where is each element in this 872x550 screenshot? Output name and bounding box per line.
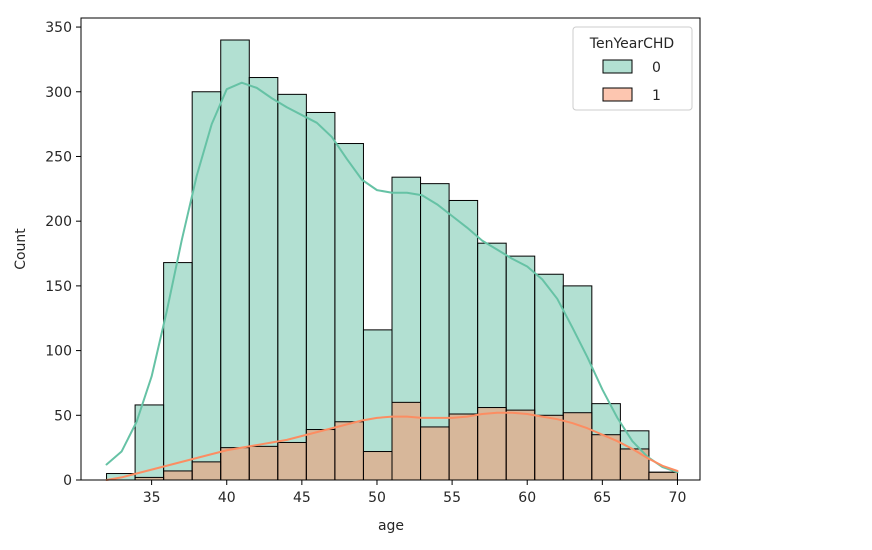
x-tick-label-45: 45 [293, 490, 311, 506]
bar-series-1-bin-11 [420, 426, 450, 481]
x-tick-label-55: 55 [443, 490, 461, 506]
bar-series-1-bin-9 [362, 451, 393, 481]
bar-series-0-bin-7 [305, 111, 336, 481]
y-tick-label-200: 200 [45, 214, 72, 230]
bar-series-1-bin-8 [334, 421, 364, 481]
y-tick-label-100: 100 [45, 344, 72, 360]
x-tick-label-40: 40 [218, 490, 236, 506]
bar-series-0-bin-4 [220, 39, 250, 481]
bar-series-1-bin-2 [163, 470, 193, 481]
bar-series-1-bin-10 [391, 401, 422, 481]
bar-series-1-bin-4 [220, 447, 250, 481]
y-tick-label-350: 350 [45, 20, 72, 36]
x-tick-label-65: 65 [593, 490, 611, 506]
series-1-bars [134, 401, 678, 481]
y-tick-label-150: 150 [45, 279, 72, 295]
bar-series-0-bin-3 [191, 91, 222, 481]
y-tick-label-50: 50 [54, 408, 72, 424]
legend: TenYearCHD 0 1 [572, 26, 693, 111]
bar-series-1-bin-12 [448, 413, 479, 481]
kde-curves [105, 81, 679, 481]
x-tick-label-50: 50 [368, 490, 386, 506]
x-tick-label-35: 35 [143, 490, 161, 506]
bar-series-0-bin-2 [163, 262, 193, 481]
x-tick-label-60: 60 [518, 490, 536, 506]
legend-title: TenYearCHD [589, 36, 674, 52]
bar-series-1-bin-5 [248, 445, 279, 481]
plot-frame [80, 17, 701, 481]
legend-label-0: 0 [652, 60, 661, 76]
y-tick-label-300: 300 [45, 85, 72, 101]
bar-series-1-bin-3 [191, 461, 222, 481]
legend-swatch-1 [602, 87, 633, 102]
x-axis-ticks: 35 40 45 50 55 60 65 70 [143, 480, 687, 506]
y-axis-ticks: 0 50 100 150 200 250 300 350 [45, 20, 81, 489]
bar-series-1-bin-19 [648, 471, 678, 481]
y-axis-label: Count [13, 228, 29, 270]
legend-swatch-0 [602, 59, 633, 74]
x-axis-label: age [378, 518, 404, 534]
bar-series-1-bin-6 [277, 441, 307, 481]
x-tick-label-70: 70 [669, 490, 687, 506]
kde-line-series-1 [105, 411, 679, 481]
legend-label-1: 1 [652, 88, 661, 104]
bar-series-0-bin-5 [248, 77, 279, 481]
bar-series-1-bin-15 [534, 414, 564, 481]
y-tick-label-0: 0 [63, 473, 72, 489]
bar-series-0-bin-6 [277, 93, 307, 481]
bar-series-1-bin-7 [305, 429, 336, 481]
y-tick-label-250: 250 [45, 149, 72, 165]
bar-series-1-bin-14 [505, 409, 536, 481]
bar-series-1-bin-13 [477, 407, 507, 481]
kde-line-series-0 [105, 81, 679, 474]
